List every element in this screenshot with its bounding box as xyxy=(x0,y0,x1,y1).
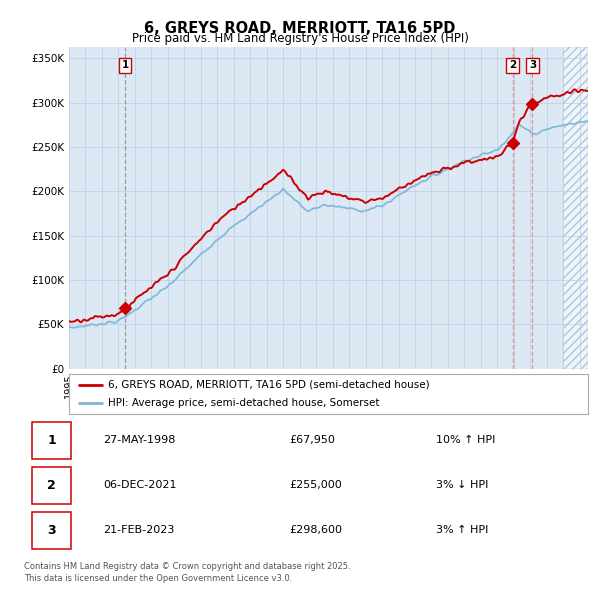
Text: 06-DEC-2021: 06-DEC-2021 xyxy=(103,480,176,490)
FancyBboxPatch shape xyxy=(32,421,71,459)
Text: 21-FEB-2023: 21-FEB-2023 xyxy=(103,526,175,535)
Text: Price paid vs. HM Land Registry's House Price Index (HPI): Price paid vs. HM Land Registry's House … xyxy=(131,32,469,45)
FancyBboxPatch shape xyxy=(32,467,71,504)
Text: 6, GREYS ROAD, MERRIOTT, TA16 5PD (semi-detached house): 6, GREYS ROAD, MERRIOTT, TA16 5PD (semi-… xyxy=(108,380,430,390)
Text: 1: 1 xyxy=(47,434,56,447)
Text: 3% ↑ HPI: 3% ↑ HPI xyxy=(436,526,488,535)
Text: £255,000: £255,000 xyxy=(289,480,342,490)
Text: 3: 3 xyxy=(47,524,56,537)
Text: £67,950: £67,950 xyxy=(289,435,335,445)
Text: £298,600: £298,600 xyxy=(289,526,342,535)
Text: Contains HM Land Registry data © Crown copyright and database right 2025.
This d: Contains HM Land Registry data © Crown c… xyxy=(24,562,350,583)
Text: 27-MAY-1998: 27-MAY-1998 xyxy=(103,435,175,445)
Bar xyxy=(563,47,588,369)
Text: 2: 2 xyxy=(47,478,56,492)
Text: 3% ↓ HPI: 3% ↓ HPI xyxy=(436,480,488,490)
Text: 6, GREYS ROAD, MERRIOTT, TA16 5PD: 6, GREYS ROAD, MERRIOTT, TA16 5PD xyxy=(145,21,455,35)
Bar xyxy=(563,47,588,369)
Text: 1: 1 xyxy=(122,60,129,70)
Text: 10% ↑ HPI: 10% ↑ HPI xyxy=(436,435,495,445)
Text: 2: 2 xyxy=(509,60,517,70)
Text: HPI: Average price, semi-detached house, Somerset: HPI: Average price, semi-detached house,… xyxy=(108,398,379,408)
Text: 3: 3 xyxy=(529,60,536,70)
FancyBboxPatch shape xyxy=(32,512,71,549)
FancyBboxPatch shape xyxy=(69,374,588,414)
